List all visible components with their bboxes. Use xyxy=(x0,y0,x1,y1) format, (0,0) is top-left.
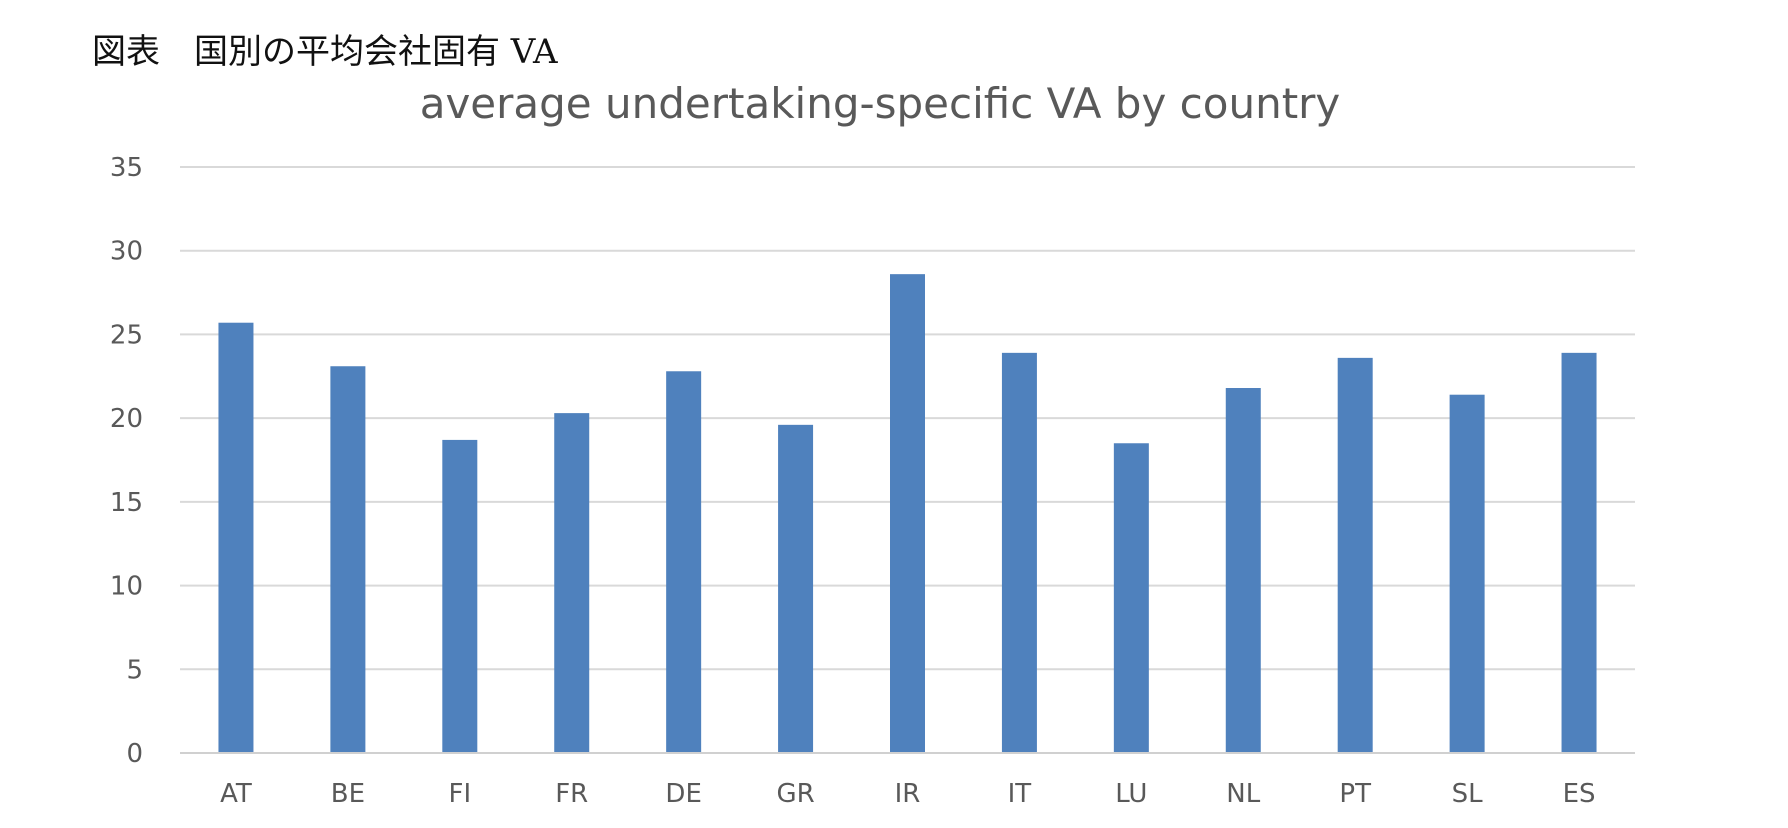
x-tick-label-sl: SL xyxy=(1452,779,1484,809)
bar-pt xyxy=(1337,357,1373,753)
bar-gr xyxy=(778,424,814,753)
bar-fr xyxy=(554,413,590,753)
figure-caption: 図表 国別の平均会社固有 VA xyxy=(92,32,558,72)
x-tick-label-fr: FR xyxy=(555,779,588,809)
x-tick-label-ir: IR xyxy=(895,779,921,809)
y-tick-label-15: 15 xyxy=(110,488,143,518)
y-tick-label-20: 20 xyxy=(110,404,143,434)
bar-nl xyxy=(1225,388,1261,753)
bar-fi xyxy=(442,439,478,753)
x-tick-label-es: ES xyxy=(1563,779,1596,809)
bar-de xyxy=(666,371,702,753)
bars xyxy=(218,274,1597,753)
bar-it xyxy=(1001,352,1037,753)
x-tick-label-it: IT xyxy=(1008,779,1032,809)
chart-title: average undertaking-specific VA by count… xyxy=(420,79,1341,128)
bar-sl xyxy=(1449,394,1485,753)
x-tick-label-gr: GR xyxy=(776,779,814,809)
x-axis-category-labels: AT BE FI FR DE GR IR IT LU NL PT SL ES xyxy=(220,779,1595,809)
bar-lu xyxy=(1113,443,1149,753)
x-tick-label-fi: FI xyxy=(448,779,471,809)
bar-be xyxy=(330,366,366,753)
x-tick-label-de: DE xyxy=(665,779,701,809)
x-tick-label-lu: LU xyxy=(1115,779,1147,809)
x-tick-label-be: BE xyxy=(331,779,365,809)
bar-ir xyxy=(890,274,925,753)
y-axis-tick-labels: 0 5 10 15 20 25 30 35 xyxy=(110,153,143,769)
y-tick-label-5: 5 xyxy=(126,655,143,685)
y-tick-label-10: 10 xyxy=(110,572,143,602)
x-tick-label-pt: PT xyxy=(1339,779,1371,809)
y-tick-label-25: 25 xyxy=(110,320,143,350)
bar-es xyxy=(1561,352,1597,753)
y-tick-label-30: 30 xyxy=(110,237,143,267)
bar-at xyxy=(218,322,254,753)
x-tick-label-nl: NL xyxy=(1226,779,1260,809)
y-tick-label-0: 0 xyxy=(126,739,143,769)
x-tick-label-at: AT xyxy=(220,779,252,809)
y-tick-label-35: 35 xyxy=(110,153,143,183)
